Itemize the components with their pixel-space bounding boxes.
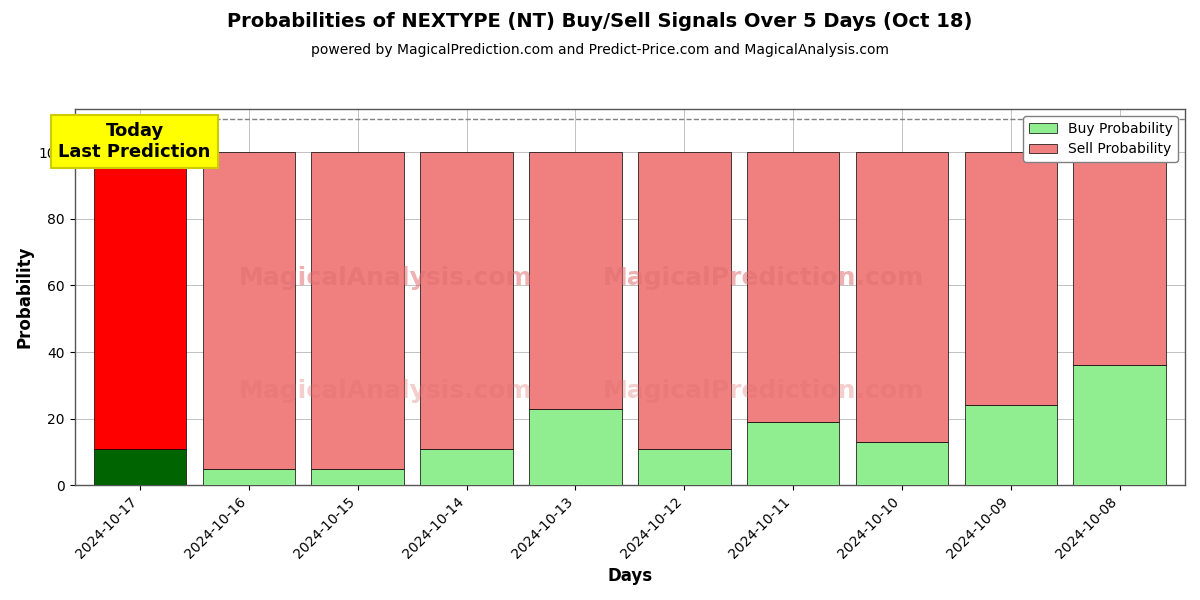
Bar: [1074, 365, 1166, 485]
Text: Today
Last Prediction: Today Last Prediction: [59, 122, 211, 161]
Bar: [203, 469, 295, 485]
Text: powered by MagicalPrediction.com and Predict-Price.com and MagicalAnalysis.com: powered by MagicalPrediction.com and Pre…: [311, 43, 889, 57]
Bar: [1074, 152, 1166, 365]
Bar: [420, 449, 512, 485]
Bar: [420, 152, 512, 449]
Bar: [638, 152, 731, 449]
Text: MagicalAnalysis.com: MagicalAnalysis.com: [239, 266, 533, 290]
Bar: [746, 422, 839, 485]
Bar: [965, 405, 1057, 485]
Y-axis label: Probability: Probability: [16, 246, 34, 349]
Text: Probabilities of NEXTYPE (NT) Buy/Sell Signals Over 5 Days (Oct 18): Probabilities of NEXTYPE (NT) Buy/Sell S…: [227, 12, 973, 31]
X-axis label: Days: Days: [607, 567, 653, 585]
Bar: [746, 152, 839, 422]
Bar: [94, 449, 186, 485]
Bar: [529, 409, 622, 485]
Text: MagicalPrediction.com: MagicalPrediction.com: [602, 379, 924, 403]
Bar: [94, 152, 186, 449]
Bar: [529, 152, 622, 409]
Bar: [203, 152, 295, 469]
Bar: [312, 152, 404, 469]
Text: MagicalAnalysis.com: MagicalAnalysis.com: [239, 379, 533, 403]
Bar: [638, 449, 731, 485]
Legend: Buy Probability, Sell Probability: Buy Probability, Sell Probability: [1024, 116, 1178, 162]
Bar: [965, 152, 1057, 405]
Bar: [856, 442, 948, 485]
Bar: [856, 152, 948, 442]
Bar: [312, 469, 404, 485]
Text: MagicalPrediction.com: MagicalPrediction.com: [602, 266, 924, 290]
